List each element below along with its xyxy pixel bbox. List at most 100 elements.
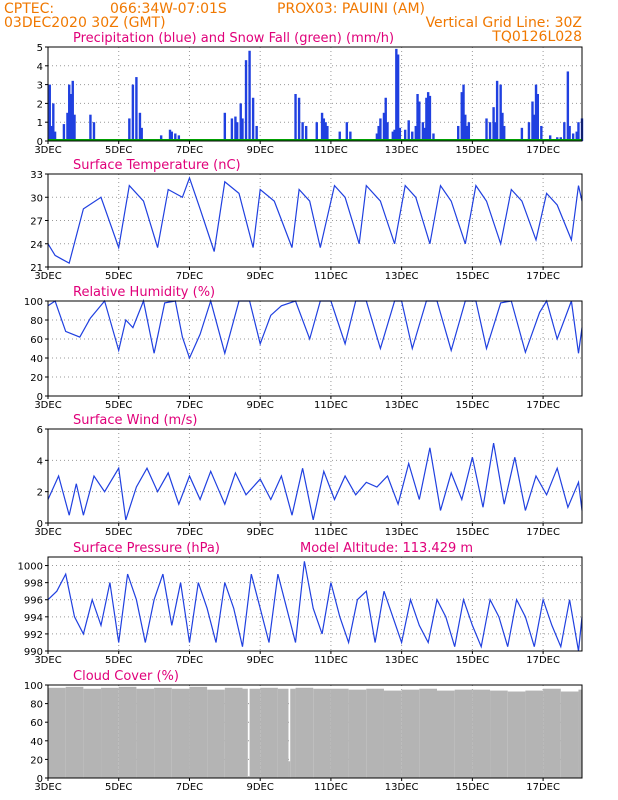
precipitation-bar bbox=[68, 84, 71, 141]
wind-xtick-label: 9DEC bbox=[246, 527, 273, 538]
precipitation-bar bbox=[502, 125, 506, 141]
precipitation-xtick-label: 11DEC bbox=[314, 145, 348, 156]
wind-xtick-label: 15DEC bbox=[456, 527, 490, 538]
precipitation-bar bbox=[138, 112, 142, 141]
cloud-bar bbox=[189, 686, 208, 778]
precipitation-bar bbox=[244, 60, 248, 141]
humidity-panel: 0 20 40 60 80 100 3DEC 5DEC 7DEC 9DEC 11DEC 13DEC 15… bbox=[24, 285, 583, 411]
precipitation-bar bbox=[423, 127, 426, 141]
humidity-xtick-label: 15DEC bbox=[456, 400, 490, 411]
pressure-xtick-label: 11DEC bbox=[314, 655, 348, 666]
precipitation-bar bbox=[495, 80, 499, 141]
precipitation-bar bbox=[375, 133, 379, 141]
temperature-xtick-label: 9DEC bbox=[246, 271, 273, 282]
precipitation-bar bbox=[135, 77, 138, 141]
cloud-ytick-label: 40 bbox=[30, 737, 43, 748]
precipitation-bar bbox=[294, 94, 297, 141]
precipitation-xtick-label: 7DEC bbox=[176, 145, 203, 156]
temperature-title: Surface Temperature (nC) bbox=[73, 158, 241, 173]
precipitation-bar bbox=[527, 122, 531, 141]
cloud-bar bbox=[383, 690, 402, 778]
precipitation-bar bbox=[531, 101, 534, 141]
header-coords: 066:34W-07:01S bbox=[110, 1, 227, 17]
cloud-bar bbox=[65, 686, 84, 778]
header-label: CPTEC: bbox=[4, 1, 54, 17]
precipitation-bar bbox=[66, 112, 69, 141]
temperature-panel: 21 24 27 30 33 3DEC 5DEC 7DEC 9DEC 11DEC 13DEC 15DE… bbox=[30, 158, 583, 282]
cloud-bar bbox=[472, 689, 491, 778]
pressure-ytick-label: 994 bbox=[24, 613, 43, 624]
pressure-xtick-label: 3DEC bbox=[34, 655, 61, 666]
cloud-bar bbox=[578, 689, 582, 778]
cloud-xtick-label: 3DEC bbox=[34, 782, 61, 793]
precipitation-bar bbox=[465, 125, 469, 141]
cloud-bar bbox=[224, 687, 243, 778]
humidity-xtick-label: 11DEC bbox=[314, 400, 348, 411]
temperature-ytick-label: 21 bbox=[30, 263, 43, 274]
precipitation-bar bbox=[320, 112, 324, 141]
precipitation-bar bbox=[393, 129, 396, 141]
precipitation-bar bbox=[297, 97, 301, 141]
humidity-xtick-label: 17DEC bbox=[526, 400, 560, 411]
cloud-bar bbox=[490, 690, 508, 778]
cloud-bar bbox=[401, 689, 420, 778]
precipitation-bar bbox=[398, 127, 402, 141]
temperature-xtick-label: 17DEC bbox=[526, 271, 560, 282]
precipitation-panel: 0 1 2 3 4 5 3DEC 5DEC 7DEC 9DEC 11DEC 13DEC 15DEC 17D… bbox=[34, 31, 584, 156]
precipitation-bar bbox=[69, 94, 73, 141]
precipitation-bar bbox=[577, 122, 580, 141]
precipitation-bar bbox=[488, 122, 492, 141]
header-code: TQ0126L028 bbox=[491, 29, 582, 45]
precipitation-bar bbox=[566, 71, 570, 141]
temperature-xtick-label: 7DEC bbox=[176, 271, 203, 282]
precipitation-bar bbox=[536, 94, 539, 141]
precipitation-bar bbox=[223, 112, 227, 141]
wind-line bbox=[47, 442, 583, 521]
pressure-xtick-label: 5DEC bbox=[105, 655, 132, 666]
temperature-ytick-label: 24 bbox=[30, 240, 43, 251]
precipitation-bar bbox=[548, 135, 552, 141]
precipitation-bar bbox=[414, 125, 417, 141]
cloud-bar bbox=[247, 776, 250, 778]
cloud-bar bbox=[288, 761, 291, 778]
precipitation-bar bbox=[377, 125, 380, 141]
cloud-xtick-label: 7DEC bbox=[176, 782, 203, 793]
cloud-bar bbox=[295, 687, 314, 778]
precipitation-xtick-label: 5DEC bbox=[105, 145, 132, 156]
cloud-bar bbox=[525, 690, 544, 778]
humidity-xtick-label: 9DEC bbox=[246, 400, 273, 411]
cloud-bar bbox=[171, 688, 190, 778]
humidity-ytick-label: 80 bbox=[30, 316, 43, 327]
precipitation-bar bbox=[234, 116, 237, 141]
cloud-xtick-label: 9DEC bbox=[246, 782, 273, 793]
cloud-bar bbox=[242, 688, 248, 778]
header-station: PROX03: PAUINI (AM) bbox=[277, 1, 425, 17]
precipitation-title: Precipitation (blue) and Snow Fall (gree… bbox=[73, 31, 394, 46]
panels: 0 1 2 3 4 5 3DEC 5DEC 7DEC 9DEC 11DEC 13DEC 15DEC 17D… bbox=[18, 31, 584, 793]
header-grid-note: Vertical Grid Line: 30Z bbox=[426, 15, 582, 31]
precipitation-ytick-label: 0 bbox=[37, 137, 43, 148]
cloud-ytick-label: 20 bbox=[30, 755, 43, 766]
humidity-frame bbox=[47, 300, 583, 397]
temperature-ytick-label: 27 bbox=[30, 217, 43, 228]
precipitation-bar bbox=[386, 122, 389, 141]
precipitation-bar bbox=[411, 131, 414, 141]
pressure-xtick-label: 7DEC bbox=[176, 655, 203, 666]
cloud-bar bbox=[507, 691, 526, 778]
precipitation-bar bbox=[89, 114, 92, 141]
precipitation-bar bbox=[251, 97, 255, 141]
precipitation-bar bbox=[395, 48, 398, 141]
precipitation-bar bbox=[170, 131, 173, 141]
pressure-frame bbox=[47, 556, 583, 652]
pressure-annotation: Model Altitude: 113.429 m bbox=[300, 541, 473, 556]
precipitation-bar bbox=[418, 101, 421, 141]
cloud-bar bbox=[136, 688, 155, 778]
precipitation-bar bbox=[391, 131, 395, 141]
cloud-bar bbox=[290, 688, 296, 778]
humidity-line bbox=[47, 298, 583, 360]
precipitation-bar bbox=[460, 92, 463, 141]
precipitation-bar bbox=[457, 125, 460, 141]
precipitation-bar bbox=[326, 125, 329, 141]
precipitation-bar bbox=[338, 131, 341, 141]
precipitation-ytick-label: 2 bbox=[37, 99, 43, 110]
